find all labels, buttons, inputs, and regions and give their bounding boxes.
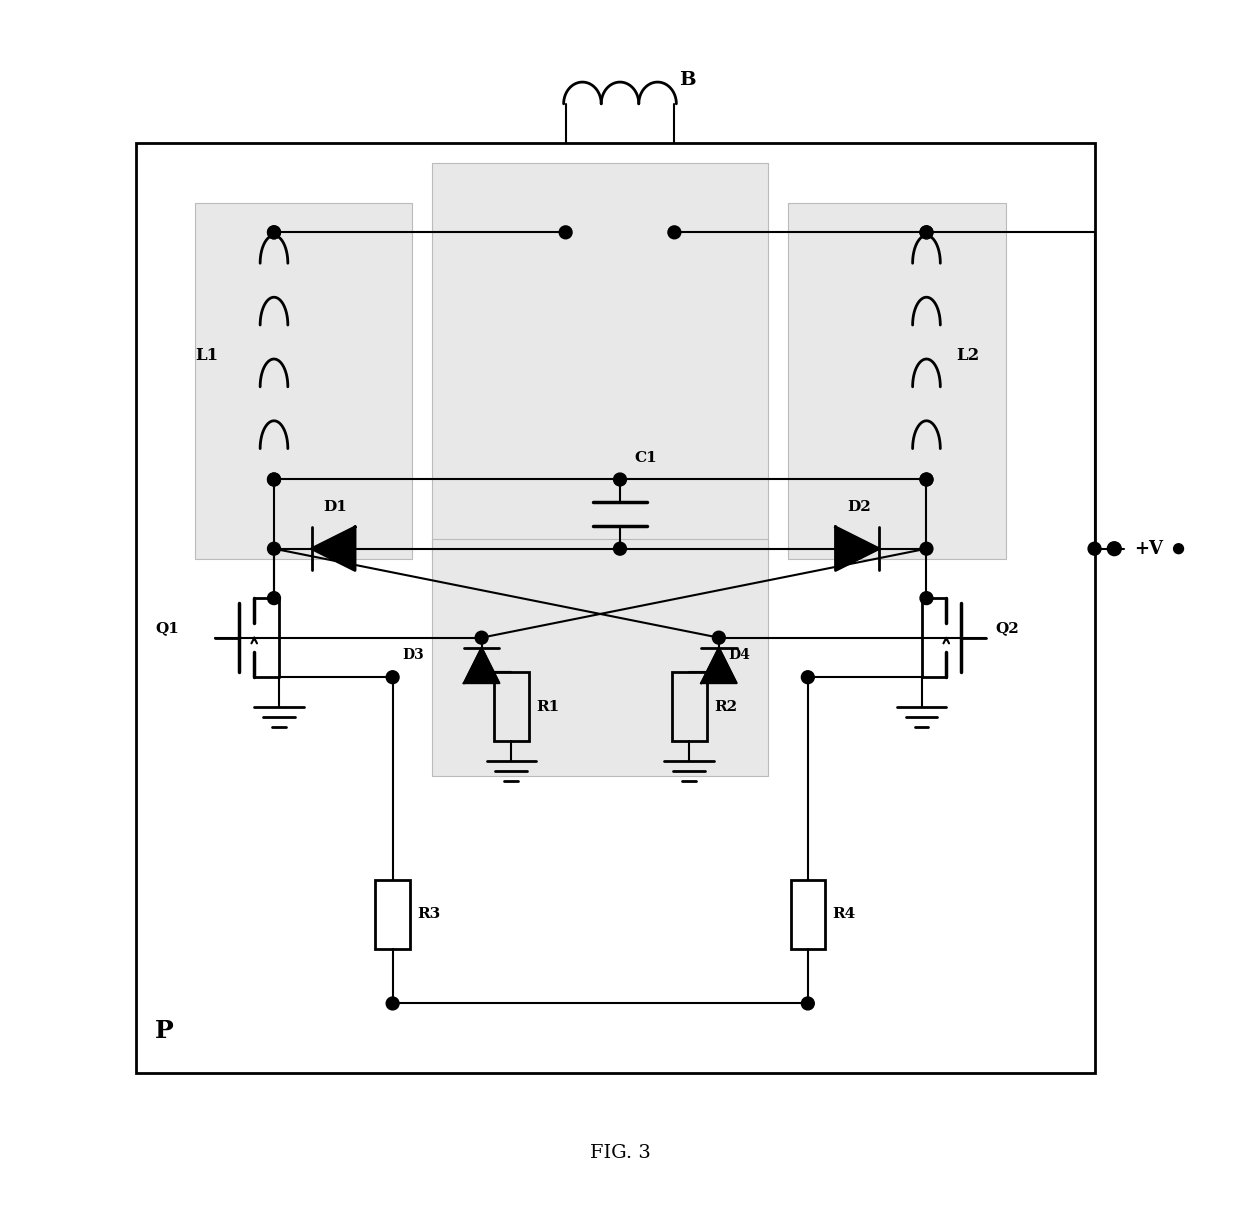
Circle shape (713, 631, 725, 644)
Text: P: P (155, 1019, 174, 1043)
Circle shape (268, 473, 280, 486)
Polygon shape (311, 527, 355, 570)
Circle shape (1089, 542, 1101, 555)
Text: C1: C1 (635, 451, 657, 464)
Text: D2: D2 (847, 501, 872, 514)
Circle shape (559, 225, 572, 239)
Bar (791, 879, 825, 949)
Polygon shape (836, 527, 879, 570)
Circle shape (713, 666, 725, 678)
Text: L2: L2 (956, 347, 980, 364)
Circle shape (668, 225, 681, 239)
Circle shape (1107, 542, 1121, 555)
Circle shape (920, 592, 932, 604)
Text: Q1: Q1 (155, 621, 180, 635)
Circle shape (386, 671, 399, 683)
Text: R4: R4 (832, 907, 856, 922)
Text: +V: +V (1135, 540, 1163, 558)
Circle shape (614, 542, 626, 555)
Circle shape (268, 473, 280, 486)
Text: R2: R2 (714, 700, 737, 714)
Circle shape (801, 671, 815, 683)
Circle shape (920, 473, 932, 486)
Circle shape (268, 225, 280, 239)
Polygon shape (701, 648, 737, 683)
FancyBboxPatch shape (195, 202, 413, 559)
Circle shape (268, 225, 280, 239)
Circle shape (920, 542, 932, 555)
Circle shape (475, 631, 489, 644)
FancyBboxPatch shape (433, 163, 769, 559)
Text: Q2: Q2 (996, 621, 1019, 635)
Circle shape (920, 473, 932, 486)
Circle shape (1173, 543, 1183, 554)
Bar (672, 672, 707, 742)
Circle shape (268, 542, 280, 555)
Text: D4: D4 (729, 648, 750, 661)
FancyBboxPatch shape (433, 538, 769, 776)
Circle shape (475, 666, 489, 678)
Bar (494, 672, 528, 742)
Polygon shape (464, 648, 500, 683)
Text: L1: L1 (195, 347, 218, 364)
FancyBboxPatch shape (789, 202, 1006, 559)
Circle shape (268, 592, 280, 604)
Circle shape (920, 225, 932, 239)
Text: D3: D3 (403, 648, 424, 661)
Text: FIG. 3: FIG. 3 (589, 1144, 651, 1162)
Text: D1: D1 (324, 501, 347, 514)
Circle shape (614, 473, 626, 486)
Text: R1: R1 (536, 700, 559, 714)
Bar (135, 144, 1095, 1073)
Bar (376, 879, 410, 949)
Circle shape (920, 225, 932, 239)
Circle shape (386, 998, 399, 1010)
Text: R3: R3 (418, 907, 440, 922)
Text: B: B (680, 71, 696, 89)
Circle shape (801, 998, 815, 1010)
